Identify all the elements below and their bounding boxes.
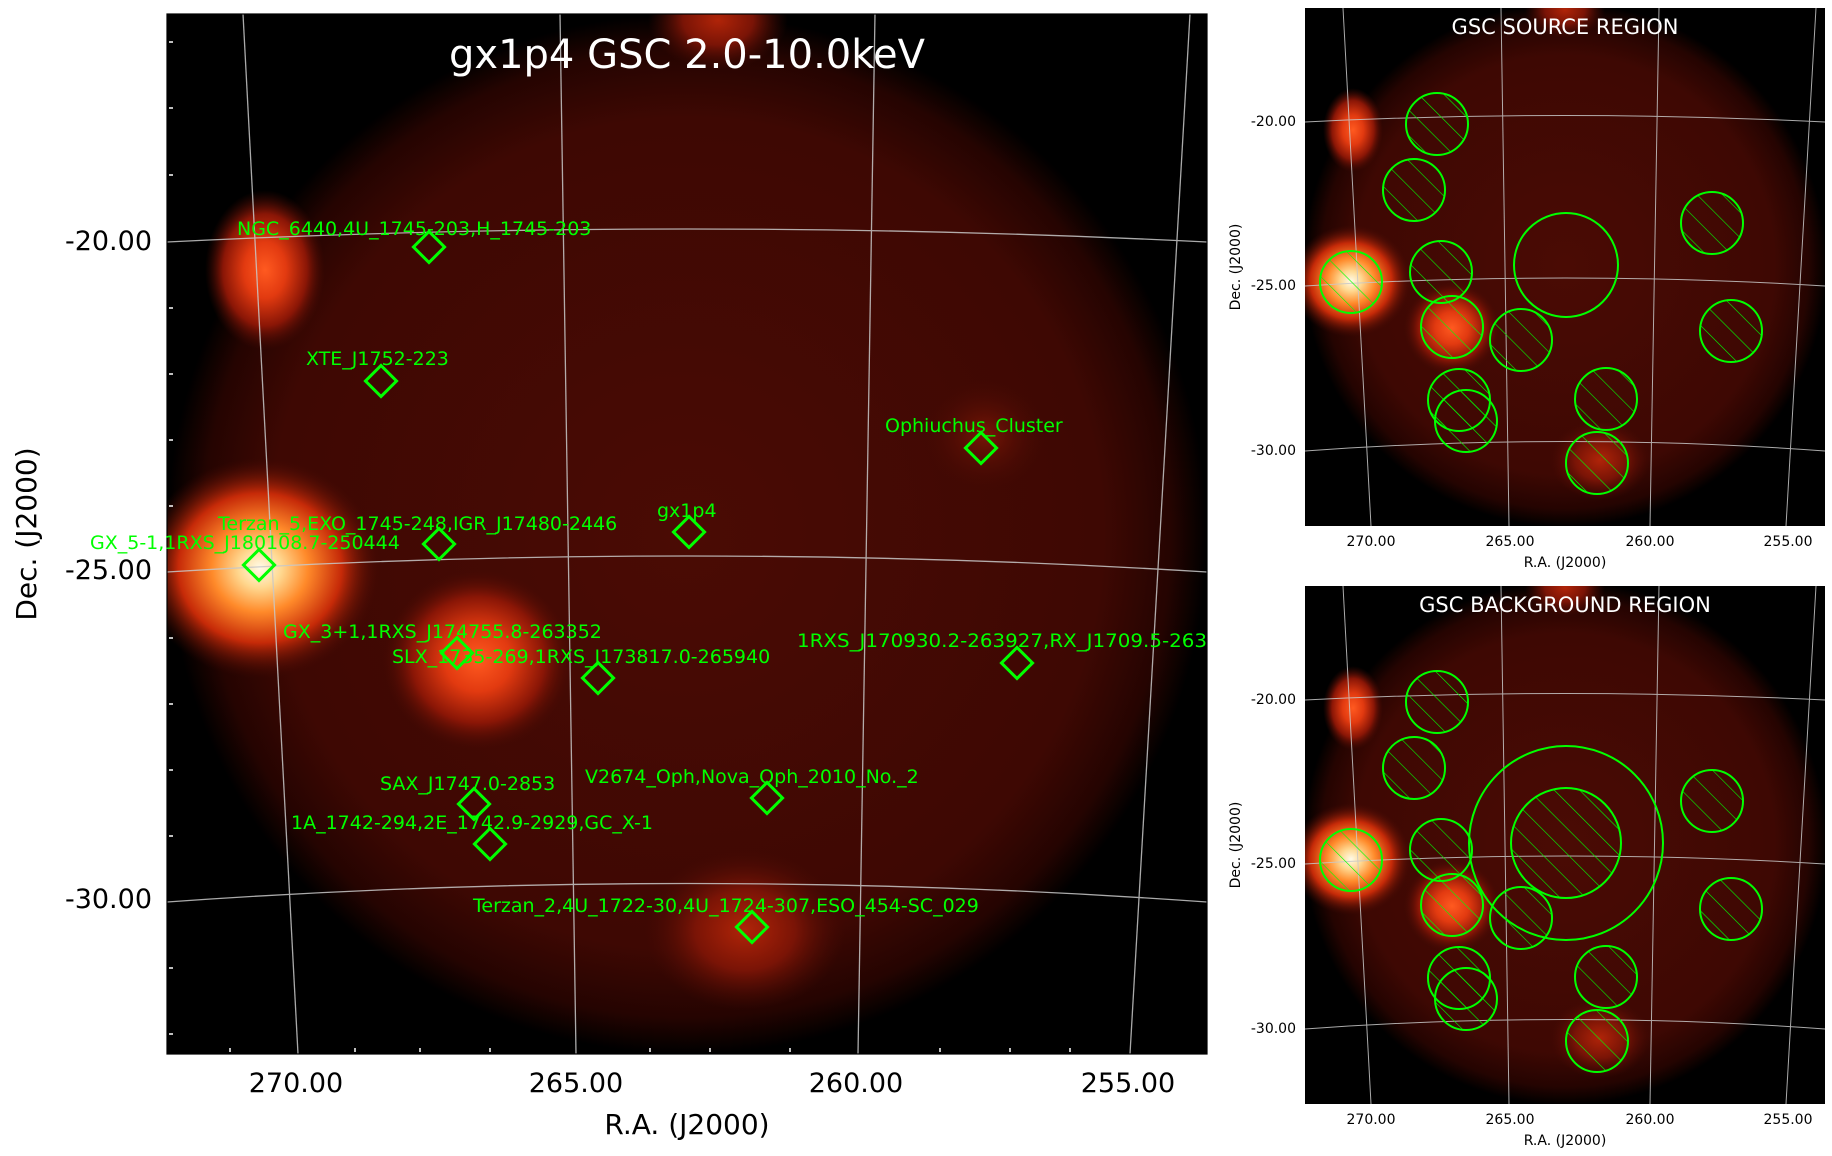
label-1rxs-j170930: 1RXS_J170930.2-263927,RX_J1709.5-263 — [797, 630, 1207, 652]
label-gx3-1: GX_3+1,1RXS_J174755.8-263352 — [283, 621, 602, 643]
source-image — [1305, 8, 1825, 526]
main-y-ticks: -20.00 -25.00 -30.00 — [65, 226, 152, 915]
x-tick-label: 270.00 — [249, 1068, 343, 1099]
main-panel: NGC_6440,4U_1745-203,H_1745-203 XTE_J175… — [10, 13, 1208, 1141]
y-tick-label: -25.00 — [1251, 856, 1296, 872]
x-tick-label: 270.00 — [1347, 534, 1396, 550]
label-ngc6440: NGC_6440,4U_1745-203,H_1745-203 — [237, 218, 591, 240]
x-tick-label: 265.00 — [529, 1068, 623, 1099]
background-y-label: Dec. (J2000) — [1228, 802, 1244, 889]
marker-gx3-1 — [439, 635, 475, 671]
label-terzan2: Terzan_2,4U_1722-30,4U_1724-307,ESO_454-… — [472, 895, 979, 917]
y-tick-label: -20.00 — [65, 226, 152, 257]
source-y-label: Dec. (J2000) — [1228, 224, 1244, 311]
label-gx5-1: GX_5-1,1RXS_J180108.7-250444 — [90, 532, 400, 554]
label-xte-j1752: XTE_J1752-223 — [306, 348, 449, 370]
y-tick-label: -25.00 — [1251, 278, 1296, 294]
main-grid — [167, 14, 1207, 1054]
source-region-panel: GSC SOURCE REGION -20.00 -25.00 -30.00 2… — [1228, 8, 1825, 571]
background-annulus — [1468, 745, 1664, 941]
marker-ophiuchus — [963, 430, 999, 466]
marker-gx5-1 — [241, 547, 277, 583]
main-x-label: R.A. (J2000) — [604, 1108, 769, 1141]
source-x-ticks: 270.00 265.00 260.00 255.00 — [1347, 534, 1813, 550]
marker-ngc6440 — [411, 229, 447, 265]
label-slx1735: SLX_1735-269,1RXS_J173817.0-265940 — [392, 646, 770, 668]
marker-v2674-oph — [749, 780, 785, 816]
fov-disk — [167, 14, 1207, 1054]
glow-ngc6440 — [205, 190, 325, 350]
label-sax-j1747: SAX_J1747.0-2853 — [380, 773, 555, 795]
main-title: gx1p4 GSC 2.0-10.0keV — [449, 32, 926, 78]
background-exclusion-circles — [1319, 670, 1763, 1073]
label-terzan5: Terzan_5,EXO_1745-248,IGR_J17480-2446 — [217, 513, 617, 535]
x-tick-label: 255.00 — [1764, 534, 1813, 550]
source-extraction-circle — [1513, 212, 1619, 318]
source-x-label: R.A. (J2000) — [1524, 555, 1607, 571]
x-tick-label: 265.00 — [1486, 534, 1535, 550]
background-panel-title: GSC BACKGROUND REGION — [1419, 593, 1711, 617]
x-tick-label: 265.00 — [1486, 1112, 1535, 1128]
source-y-ticks: -20.00 -25.00 -30.00 — [1251, 114, 1296, 459]
glow-gx5-1 — [167, 458, 380, 678]
y-tick-label: -30.00 — [65, 884, 152, 915]
background-x-ticks: 270.00 265.00 260.00 255.00 — [1347, 1112, 1813, 1128]
main-image — [167, 14, 1207, 1054]
marker-1rxs-j170930 — [999, 645, 1035, 681]
main-x-ticks: 270.00 265.00 260.00 255.00 — [249, 1068, 1175, 1099]
marker-terzan5 — [421, 526, 457, 562]
x-tick-label: 255.00 — [1764, 1112, 1813, 1128]
x-tick-label: 260.00 — [1626, 534, 1675, 550]
y-tick-label: -30.00 — [1251, 443, 1296, 459]
marker-sax-j1747 — [456, 786, 492, 822]
background-region-panel: GSC BACKGROUND REGION -20.00 -25.00 -30.… — [1228, 586, 1825, 1149]
source-labels: NGC_6440,4U_1745-203,H_1745-203 XTE_J175… — [90, 218, 1207, 917]
background-image — [1305, 586, 1825, 1104]
label-v2674-oph: V2674_Oph,Nova_Oph_2010_No._2 — [585, 766, 919, 788]
marker-1a1742 — [472, 826, 508, 862]
glow-top — [648, 14, 788, 70]
label-gx1p4: gx1p4 — [657, 500, 717, 522]
marker-terzan2 — [734, 909, 770, 945]
y-tick-label: -25.00 — [65, 555, 152, 586]
marker-slx1735 — [580, 660, 616, 696]
x-tick-label: 255.00 — [1081, 1068, 1175, 1099]
marker-gx1p4 — [671, 514, 707, 550]
source-panel-title: GSC SOURCE REGION — [1452, 15, 1679, 39]
x-tick-label: 270.00 — [1347, 1112, 1396, 1128]
marker-xte-j1752 — [363, 363, 399, 399]
glow-terzan2 — [645, 850, 845, 1010]
x-tick-label: 260.00 — [809, 1068, 903, 1099]
source-markers — [241, 229, 1035, 945]
y-tick-label: -20.00 — [1251, 114, 1296, 130]
x-tick-label: 260.00 — [1626, 1112, 1675, 1128]
main-minor-ticks — [169, 41, 1071, 1052]
y-tick-label: -20.00 — [1251, 692, 1296, 708]
y-tick-label: -30.00 — [1251, 1021, 1296, 1037]
main-y-label: Dec. (J2000) — [10, 447, 43, 620]
glow-gx3-1 — [383, 570, 573, 750]
label-ophiuchus: Ophiuchus_Cluster — [885, 415, 1063, 437]
label-1a1742: 1A_1742-294,2E_1742.9-2929,GC_X-1 — [291, 812, 653, 834]
background-x-label: R.A. (J2000) — [1524, 1133, 1607, 1149]
source-region-circles — [1319, 92, 1763, 495]
background-y-ticks: -20.00 -25.00 -30.00 — [1251, 692, 1296, 1037]
